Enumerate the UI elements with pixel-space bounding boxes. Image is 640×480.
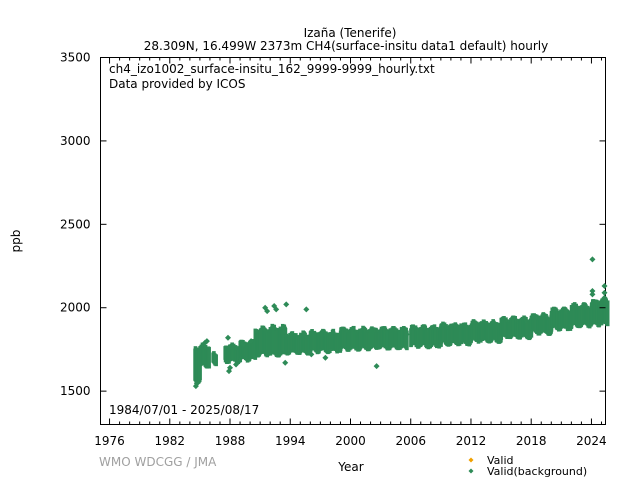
y-axis-ticks: 1500 2000 2500 3000 3500 — [60, 51, 606, 398]
data-point — [203, 338, 210, 345]
data-point — [273, 306, 280, 313]
y-tick-label: 3000 — [60, 134, 91, 148]
annotation-filename: ch4_izo1002_surface-insitu_162_9999-9999… — [109, 62, 435, 76]
x-tick-label: 2000 — [335, 434, 366, 448]
legend-label-valid: Valid — [487, 454, 514, 467]
y-axis-label: ppb — [9, 230, 23, 253]
data-point — [589, 291, 596, 298]
plot-frame — [100, 57, 606, 425]
data-point — [403, 331, 410, 338]
x-tick-label: 1988 — [215, 434, 246, 448]
data-point-band — [214, 354, 218, 367]
x-tick-label: 2006 — [395, 434, 426, 448]
data-point — [283, 301, 290, 308]
data-points — [192, 256, 610, 390]
data-point — [303, 306, 310, 313]
data-point — [601, 294, 608, 301]
legend-marker-valid-background — [468, 468, 474, 474]
data-point-band — [207, 347, 211, 369]
chart-title: Izaña (Tenerife) — [304, 26, 397, 40]
legend: Valid Valid(background) — [468, 454, 587, 478]
y-tick-label: 2500 — [60, 217, 91, 231]
y-tick-label: 1500 — [60, 384, 91, 398]
data-point-band — [405, 330, 409, 351]
credit-text: WMO WDCGG / JMA — [99, 455, 217, 469]
x-tick-label: 1976 — [94, 434, 125, 448]
data-point — [240, 341, 247, 348]
legend-marker-valid-background-shape — [468, 468, 474, 474]
data-point — [589, 288, 596, 295]
x-tick-label: 2018 — [516, 434, 547, 448]
data-point — [282, 359, 289, 366]
data-point — [264, 308, 271, 315]
data-point — [322, 354, 329, 361]
x-tick-label: 2012 — [456, 434, 487, 448]
data-point-band — [605, 300, 610, 327]
data-point — [233, 361, 240, 368]
data-point — [193, 380, 200, 387]
y-tick-label: 3500 — [60, 51, 91, 65]
x-tick-label: 1982 — [155, 434, 186, 448]
annotation-provider: Data provided by ICOS — [109, 77, 245, 91]
date-range-label: 1984/07/01 - 2025/08/17 — [109, 403, 259, 417]
data-point — [589, 256, 596, 263]
x-tick-label: 1994 — [275, 434, 306, 448]
data-point — [227, 364, 234, 371]
data-point — [601, 283, 608, 290]
x-axis-label: Year — [337, 460, 363, 474]
data-point — [248, 338, 255, 345]
data-point — [225, 334, 232, 341]
y-tick-label: 2000 — [60, 301, 91, 315]
chart-subtitle: 28.309N, 16.499W 2373m CH4(surface-insit… — [144, 39, 548, 53]
x-axis-ticks: 1976 1982 1988 1994 2000 2006 2012 2018 2024 — [94, 57, 607, 448]
legend-label-valid-background: Valid(background) — [487, 465, 587, 478]
data-point — [308, 351, 315, 358]
x-tick-label: 2024 — [576, 434, 607, 448]
data-point — [373, 363, 380, 370]
legend-marker-valid-shape — [468, 457, 474, 463]
legend-marker-valid — [468, 457, 474, 463]
data-point — [601, 289, 608, 296]
